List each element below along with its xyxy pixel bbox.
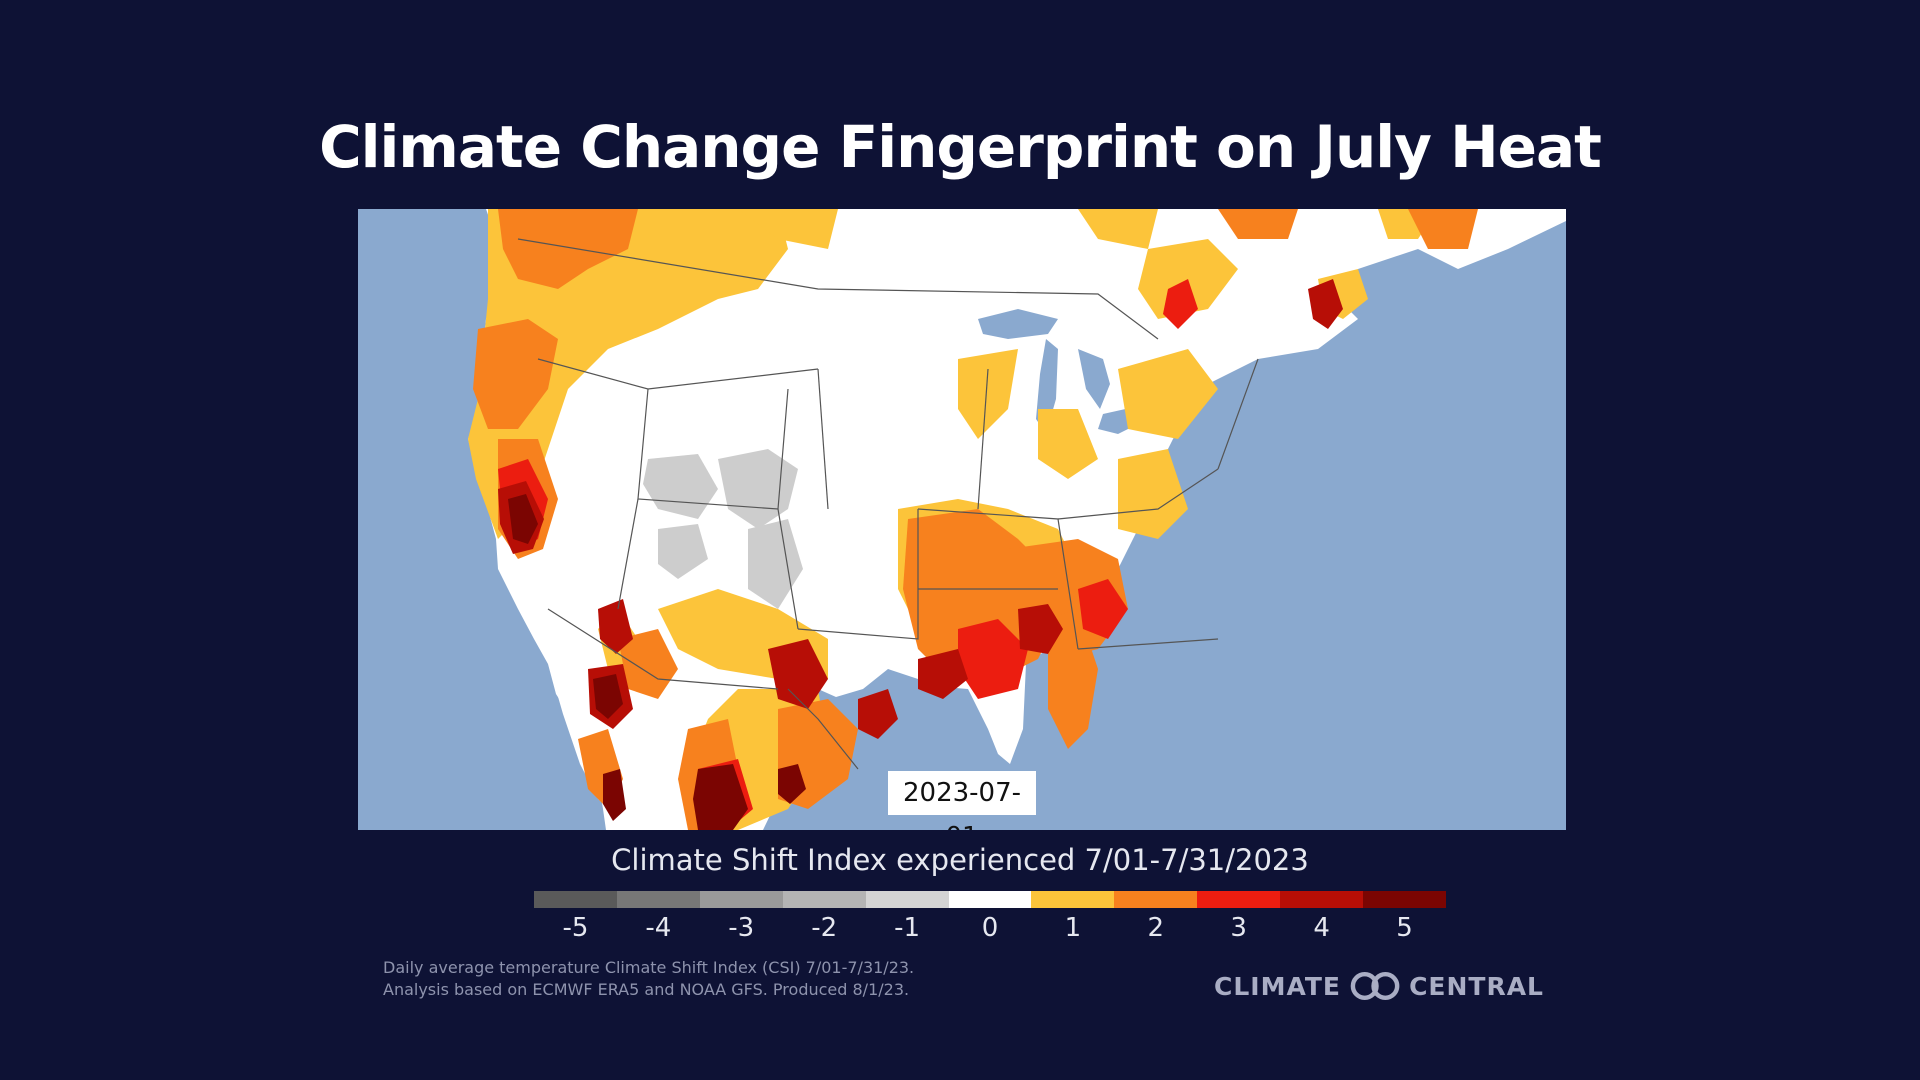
legend-swatch xyxy=(1197,891,1281,908)
legend-tick-labels: -5 -4 -3 -2 -1 0 1 2 3 4 5 xyxy=(534,910,1446,946)
climate-central-logo: CLIMATE CENTRAL xyxy=(1214,966,1544,1006)
legend-tick: 1 xyxy=(1064,913,1082,943)
page-title: Climate Change Fingerprint on July Heat xyxy=(319,113,1602,181)
footnote-line-2: Analysis based on ECMWF ERA5 and NOAA GF… xyxy=(383,980,910,999)
great-lakes xyxy=(978,309,1206,434)
csi-map: 2023-07-01 xyxy=(358,209,1566,830)
brand-word-left: CLIMATE xyxy=(1214,971,1341,1001)
legend-swatch xyxy=(534,891,617,908)
legend-swatch xyxy=(1114,891,1198,908)
legend-swatch xyxy=(782,891,866,908)
legend-swatch xyxy=(699,891,783,908)
legend-tick: -3 xyxy=(728,913,755,943)
legend-swatch xyxy=(1280,891,1364,908)
legend-swatch xyxy=(616,891,700,908)
legend-swatch xyxy=(865,891,949,908)
csi-level-4-areas xyxy=(498,279,1343,739)
legend-swatch xyxy=(1031,891,1115,908)
legend-tick: -5 xyxy=(562,913,589,943)
legend-tick: 3 xyxy=(1230,913,1247,943)
map-date-label: 2023-07-01 xyxy=(888,771,1036,830)
legend-swatch xyxy=(1363,891,1446,908)
legend-tick: -2 xyxy=(811,913,838,943)
legend-tick: -4 xyxy=(645,913,672,943)
legend-swatch xyxy=(948,891,1032,908)
legend-tick: -1 xyxy=(894,913,921,943)
brand-word-right: CENTRAL xyxy=(1409,971,1544,1001)
legend-color-bar xyxy=(534,891,1446,908)
map-graphic xyxy=(468,209,1566,830)
legend-tick: 5 xyxy=(1396,913,1413,943)
csi-negative-areas xyxy=(643,449,803,609)
legend-tick: 0 xyxy=(981,913,999,943)
linked-circles-icon xyxy=(1350,971,1400,1001)
legend-title: Climate Shift Index experienced 7/01-7/3… xyxy=(611,843,1309,877)
csi-level-5-areas xyxy=(508,494,806,830)
legend-tick: 2 xyxy=(1147,913,1165,943)
footnote-line-1: Daily average temperature Climate Shift … xyxy=(383,958,915,977)
legend-tick: 4 xyxy=(1313,913,1330,943)
source-footnote: Daily average temperature Climate Shift … xyxy=(383,957,1083,1001)
political-borders xyxy=(517,238,1259,770)
